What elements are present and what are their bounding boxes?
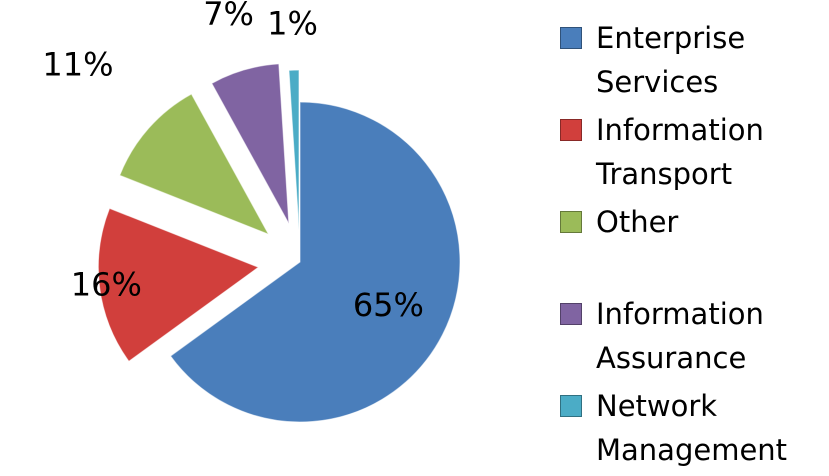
legend-swatch: [560, 119, 582, 141]
legend-swatch: [560, 395, 582, 417]
legend-label: Network Management: [596, 389, 788, 467]
pie-slice: [169, 101, 461, 423]
pie-slice: [288, 69, 300, 231]
legend-swatch: [560, 211, 582, 233]
legend-entry: Enterprise Services: [560, 16, 825, 108]
legend: Enterprise Services Information Transport…: [560, 16, 825, 476]
pie-slice: [119, 93, 270, 236]
data-label: 11%: [42, 45, 113, 83]
legend-label: Information Assurance: [596, 297, 764, 375]
legend-label: Enterprise Services: [596, 21, 746, 99]
legend-entry: Information Assurance: [560, 292, 825, 384]
pie-slice: [211, 63, 290, 224]
pie-slice: [97, 207, 260, 363]
legend-entry: Network Management: [560, 384, 825, 476]
legend-entry: Information Transport: [560, 108, 825, 200]
legend-swatch: [560, 27, 582, 49]
data-label: 1%: [267, 4, 318, 42]
legend-entry: Other: [560, 200, 825, 292]
data-label: 7%: [203, 0, 254, 33]
legend-label: Other: [596, 205, 679, 239]
legend-swatch: [560, 303, 582, 325]
data-label: 16%: [71, 265, 142, 303]
legend-label: Information Transport: [596, 113, 764, 191]
data-label: 65%: [353, 286, 424, 324]
